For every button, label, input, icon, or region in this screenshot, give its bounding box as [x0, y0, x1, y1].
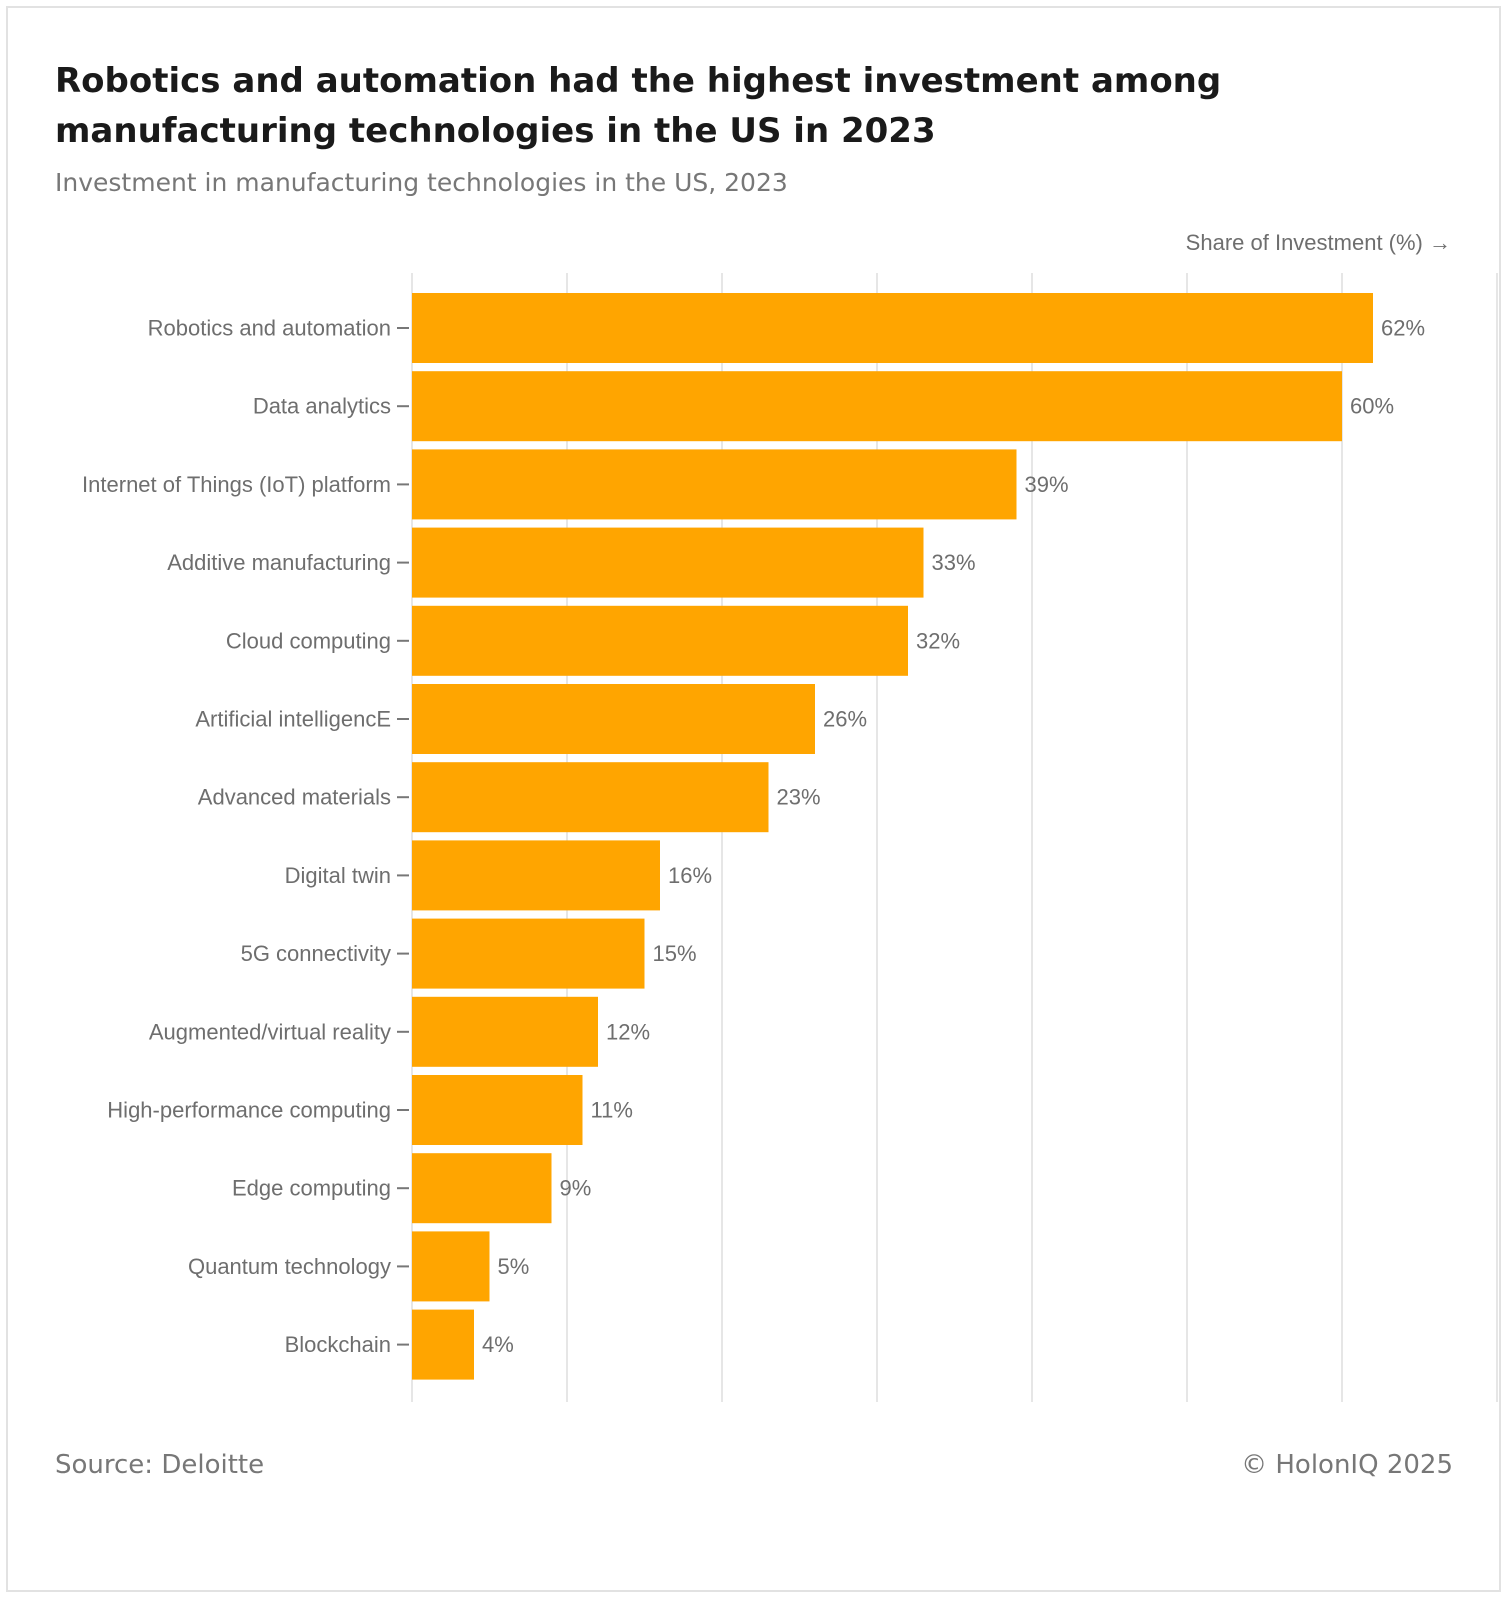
bar: [412, 1075, 583, 1145]
data-label: 33%: [932, 550, 976, 575]
data-label: 62%: [1381, 316, 1425, 341]
bar: [412, 1309, 474, 1380]
data-label: 5%: [498, 1254, 530, 1279]
data-label: 60%: [1350, 394, 1394, 419]
data-label: 4%: [482, 1332, 514, 1357]
data-label: 9%: [560, 1176, 592, 1201]
data-label: 32%: [916, 628, 960, 653]
copyright-note: © HolonIQ 2025: [1241, 1450, 1453, 1480]
x-axis-label: Share of Investment (%) →: [1185, 230, 1451, 255]
bar: [412, 684, 815, 754]
category-label: Robotics and automation: [148, 316, 391, 341]
category-label: 5G connectivity: [241, 941, 391, 966]
bar: [412, 293, 1373, 363]
bar: [412, 605, 908, 676]
bar: [412, 1153, 552, 1224]
data-label: 12%: [606, 1019, 650, 1044]
bar: [412, 996, 598, 1067]
category-label: Edge computing: [232, 1176, 391, 1201]
category-label: Cloud computing: [226, 628, 391, 653]
data-label: 39%: [1025, 472, 1069, 497]
bar: [412, 918, 645, 989]
chart-title: Robotics and automation had the highest …: [55, 61, 1222, 151]
data-label: 15%: [653, 941, 697, 966]
data-label: 16%: [668, 863, 712, 888]
category-label: Artificial intelligencE: [195, 707, 391, 732]
data-label: 26%: [823, 707, 867, 732]
category-label: Blockchain: [285, 1332, 391, 1357]
bar: [412, 840, 660, 911]
category-label: Augmented/virtual reality: [149, 1019, 391, 1044]
bar: [412, 762, 769, 833]
source-note: Source: Deloitte: [55, 1450, 265, 1480]
data-label: 11%: [591, 1098, 633, 1123]
data-label: 23%: [777, 785, 821, 810]
bar: [412, 371, 1342, 442]
chart-subtitle: Investment in manufacturing technologies…: [55, 168, 788, 197]
bar: [412, 527, 924, 598]
category-label: Additive manufacturing: [167, 550, 391, 575]
bar: [412, 1231, 490, 1302]
category-label: Quantum technology: [188, 1254, 391, 1279]
bar: [412, 449, 1017, 520]
category-label: Digital twin: [285, 863, 391, 888]
category-label: Data analytics: [253, 394, 391, 419]
category-label: Advanced materials: [198, 785, 391, 810]
category-label: High-performance computing: [107, 1098, 391, 1123]
category-label: Internet of Things (IoT) platform: [82, 472, 391, 497]
